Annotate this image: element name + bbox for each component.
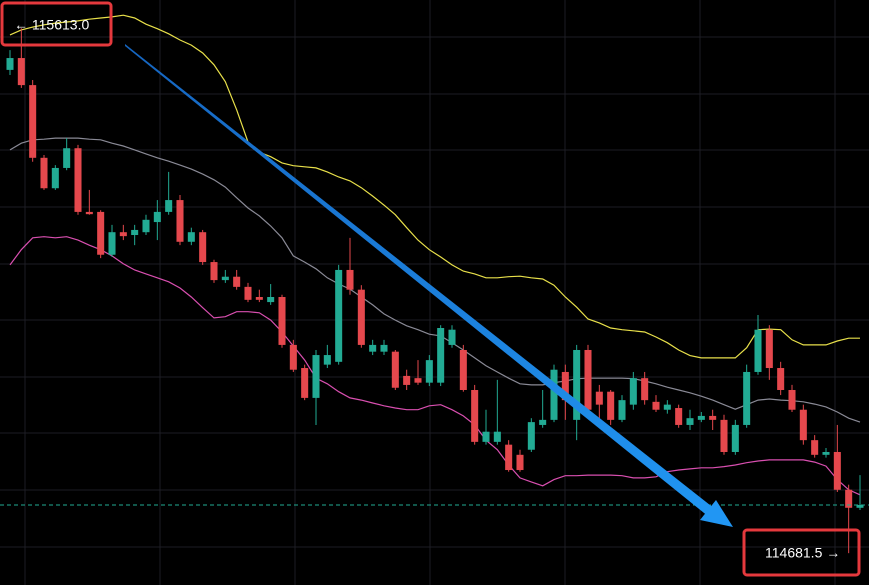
candle-body	[267, 297, 275, 303]
candle-body	[108, 232, 116, 255]
candle-body	[210, 262, 218, 281]
candle-body	[573, 349, 581, 420]
candle-body	[165, 200, 173, 212]
candle-body	[663, 404, 671, 410]
candle-body	[505, 444, 513, 471]
candle-body	[641, 378, 649, 401]
candle-body	[301, 368, 309, 398]
candle-body	[743, 371, 751, 425]
candle-body	[403, 375, 411, 385]
candle-body	[471, 390, 479, 442]
candle-body	[6, 58, 14, 70]
candle-body	[607, 391, 615, 420]
candle-body	[822, 451, 830, 455]
highlight-box	[742, 528, 861, 577]
candle-body	[40, 157, 48, 189]
candle-body	[97, 211, 105, 255]
candle-body	[142, 219, 150, 233]
max-price-label: ← 115613.0	[14, 17, 89, 33]
candle-body	[255, 297, 263, 300]
candle-body	[425, 360, 433, 383]
candle-body	[516, 454, 524, 471]
candle-body	[720, 419, 728, 452]
plot-area	[0, 14, 869, 554]
min-price-label: 114681.5 →	[765, 545, 840, 561]
trend-arrow-head	[700, 500, 733, 527]
candle-body	[448, 329, 456, 345]
candle-body	[29, 85, 37, 158]
trend-arrow	[125, 44, 715, 517]
candle-body	[765, 329, 773, 369]
candle-body	[85, 211, 93, 215]
candle-body	[289, 344, 297, 370]
candle-body	[414, 378, 422, 383]
band-line	[9, 137, 861, 423]
candle-body	[675, 408, 683, 425]
candle-body	[731, 424, 739, 452]
candle-body	[153, 211, 161, 223]
highlight-box	[0, 1, 113, 47]
candle-body	[550, 369, 558, 420]
candle-body	[754, 329, 762, 372]
candle-body	[584, 349, 592, 410]
candle-body	[709, 415, 717, 420]
candle-body	[833, 451, 841, 490]
candle-body	[369, 344, 377, 352]
candle-body	[697, 415, 705, 420]
candle-body	[799, 409, 807, 441]
candle-body	[187, 232, 195, 242]
band-line	[9, 14, 860, 359]
candle-body	[777, 368, 785, 390]
candle-body	[811, 440, 819, 455]
candle-body	[176, 200, 184, 242]
candle-body	[380, 344, 388, 352]
candle-body	[312, 355, 320, 398]
candle-body	[845, 489, 853, 508]
candle-body	[437, 328, 445, 383]
candle-body	[119, 232, 127, 237]
candle-body	[856, 504, 864, 508]
candle-body	[618, 400, 626, 420]
candle-body	[63, 148, 71, 168]
candle-body	[278, 297, 286, 345]
candle-body	[527, 422, 535, 450]
candle-body	[482, 431, 490, 442]
candle-body	[199, 232, 207, 263]
candle-body	[74, 148, 82, 212]
candle-body	[335, 269, 343, 362]
candle-body	[346, 269, 354, 290]
candle-body	[221, 276, 229, 281]
candle-body	[131, 229, 139, 236]
candle-body	[539, 419, 547, 425]
band-line	[9, 236, 861, 496]
candle-body	[561, 371, 569, 401]
candle-body	[357, 289, 365, 345]
candle-body	[391, 351, 399, 388]
candle-body	[788, 390, 796, 410]
candle-body	[686, 418, 694, 425]
candle-body	[459, 349, 467, 390]
candle-body	[17, 58, 25, 86]
candle-body	[493, 431, 501, 442]
candle-body	[652, 401, 660, 410]
candle-body	[51, 167, 59, 189]
candle-body	[323, 355, 331, 365]
candle-body	[595, 391, 603, 405]
candle-body	[233, 276, 241, 287]
candle-body	[244, 286, 252, 300]
candle-body	[629, 378, 637, 405]
